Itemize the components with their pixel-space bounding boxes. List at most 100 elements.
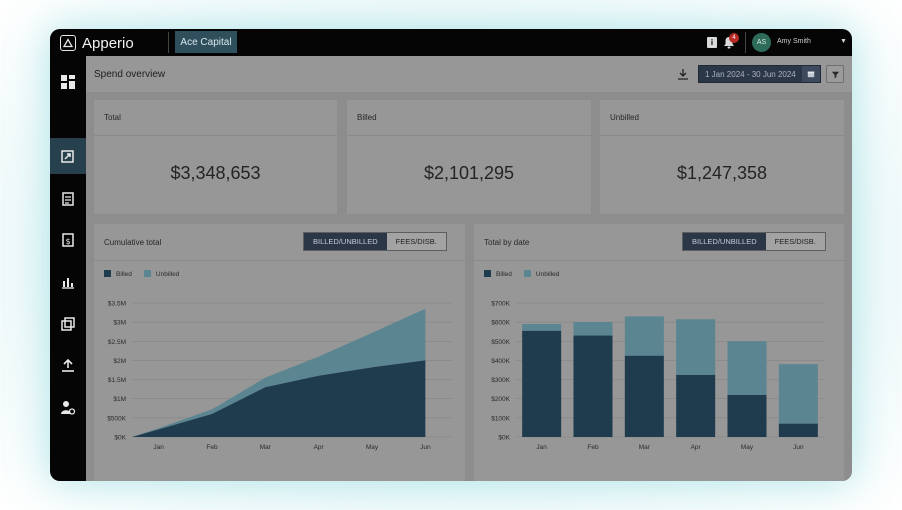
chevron-down-icon[interactable]: ▼ xyxy=(840,38,847,45)
x-tick-label: Feb xyxy=(587,444,599,451)
y-tick-label: $0K xyxy=(498,435,510,442)
x-tick-label: Mar xyxy=(639,444,651,451)
bar-billed xyxy=(778,423,818,437)
spend-icon xyxy=(61,150,74,163)
date-range-text: 1 Jan 2024 - 30 Jun 2024 xyxy=(705,69,796,79)
y-tick-label: $1M xyxy=(113,396,126,403)
toggle-billed-unbilled[interactable]: BILLED/UNBILLED xyxy=(304,233,387,250)
chart-view-toggle: BILLED/UNBILLED FEES/DISB. xyxy=(682,232,826,251)
sidebar-item-copy[interactable] xyxy=(50,306,86,342)
divider xyxy=(94,260,465,261)
bar-billed xyxy=(624,355,664,437)
download-icon[interactable] xyxy=(676,67,690,81)
area-unbilled xyxy=(132,308,426,437)
bar-unbilled xyxy=(778,364,818,424)
main-content: Spend overview 1 Jan 2024 - 30 Jun 2024 … xyxy=(86,56,852,481)
y-tick-label: $2.5M xyxy=(108,339,126,346)
bar-unbilled xyxy=(676,319,716,375)
svg-text:$: $ xyxy=(65,237,70,246)
chart-title: Total by date xyxy=(484,238,530,247)
user-settings-icon xyxy=(61,401,76,415)
calendar-icon[interactable] xyxy=(802,66,820,82)
card-value: $1,247,358 xyxy=(676,163,768,183)
sidebar-item-invoices[interactable]: $ xyxy=(50,222,86,258)
y-tick-label: $500K xyxy=(107,415,126,422)
filter-button[interactable] xyxy=(826,65,844,83)
toggle-fees-disb[interactable]: FEES/DISB. xyxy=(765,233,825,250)
card-value: $3,348,653 xyxy=(170,163,261,183)
sidebar-item-upload[interactable] xyxy=(50,347,86,383)
page-title: Spend overview xyxy=(94,69,166,80)
app-name: Apperio xyxy=(82,34,134,52)
sidebar-item-dashboard[interactable] xyxy=(50,64,86,100)
sidebar-item-user-settings[interactable] xyxy=(50,390,86,426)
y-tick-label: $100K xyxy=(491,415,510,422)
toggle-fees-disb[interactable]: FEES/DISB. xyxy=(386,233,446,250)
x-tick-label: May xyxy=(741,444,754,451)
toggle-billed-unbilled[interactable]: BILLED/UNBILLED xyxy=(683,233,766,250)
info-icon[interactable]: i xyxy=(707,37,717,48)
card-value: $2,101,295 xyxy=(423,163,515,183)
x-tick-label: Jan xyxy=(153,444,164,451)
divider xyxy=(745,32,746,53)
app-window: Apperio Ace Capital i 4 AS Amy Smith ▼ $ xyxy=(50,29,852,481)
bar-billed xyxy=(676,374,716,437)
x-tick-label: May xyxy=(366,444,379,451)
total-by-date-panel: Total by date BILLED/UNBILLED FEES/DISB.… xyxy=(474,224,844,481)
bar-unbilled xyxy=(573,322,613,336)
legend-item-billed[interactable]: Billed xyxy=(484,270,512,278)
x-tick-label: Jun xyxy=(420,444,431,451)
x-tick-label: Jan xyxy=(536,444,547,451)
page-header: Spend overview 1 Jan 2024 - 30 Jun 2024 xyxy=(86,56,852,92)
sidebar-item-spend[interactable] xyxy=(50,138,86,174)
documents-icon xyxy=(62,192,74,206)
legend-item-unbilled[interactable]: Unbilled xyxy=(143,270,179,278)
x-tick-label: Mar xyxy=(260,444,272,451)
cumulative-area-chart: $0K $500K $1M $1.5M $2M $2.5M $3M $3.5M Jan Feb Ma… xyxy=(107,301,452,451)
divider xyxy=(168,32,169,53)
y-tick-label: $3.5M xyxy=(108,301,126,308)
dashboard-icon xyxy=(61,75,75,89)
tenant-switcher[interactable]: Ace Capital xyxy=(175,31,237,53)
bar-unbilled xyxy=(727,341,767,395)
bar-billed xyxy=(522,330,562,437)
y-tick-label: $300K xyxy=(491,377,510,384)
bar-unbilled xyxy=(624,316,664,356)
cumulative-total-panel: Cumulative total BILLED/UNBILLED FEES/DI… xyxy=(94,224,465,481)
logo-icon xyxy=(60,35,76,51)
bar-billed xyxy=(727,394,767,437)
y-tick-label: $200K xyxy=(491,396,510,403)
bar-unbilled xyxy=(522,324,562,331)
card-label: Total xyxy=(104,113,121,122)
sidebar-item-documents[interactable] xyxy=(50,181,86,217)
x-tick-label: Apr xyxy=(314,444,325,451)
invoice-icon: $ xyxy=(62,233,74,247)
avatar[interactable]: AS xyxy=(752,33,771,52)
upload-icon xyxy=(62,358,74,372)
y-tick-label: $500K xyxy=(491,339,510,346)
sidebar-item-reports[interactable] xyxy=(50,264,86,300)
card-label: Unbilled xyxy=(610,113,639,122)
filter-icon xyxy=(831,71,839,78)
y-tick-label: $2M xyxy=(113,358,126,365)
summary-card-billed: Billed $2,101,295 xyxy=(347,100,591,214)
area-billed xyxy=(132,360,426,437)
chart-view-toggle: BILLED/UNBILLED FEES/DISB. xyxy=(303,232,447,251)
summary-card-total: Total $3,348,653 xyxy=(94,100,337,214)
y-tick-label: $3M xyxy=(113,320,126,327)
app-logo[interactable]: Apperio xyxy=(60,34,134,52)
chart-title: Cumulative total xyxy=(104,238,162,247)
legend-item-unbilled[interactable]: Unbilled xyxy=(523,270,559,278)
y-tick-label: $1.5M xyxy=(108,377,126,384)
notification-badge: 4 xyxy=(729,33,739,43)
bar-billed xyxy=(573,335,613,437)
date-range-picker[interactable]: 1 Jan 2024 - 30 Jun 2024 xyxy=(698,65,821,83)
divider xyxy=(94,135,337,136)
legend-item-billed[interactable]: Billed xyxy=(104,270,132,278)
divider xyxy=(600,135,844,136)
copy-icon xyxy=(61,317,75,331)
y-tick-label: $0K xyxy=(114,435,126,442)
total-by-date-bar-chart: $0K $100K $200K $300K $400K $500K $600K $700K Ja… xyxy=(491,301,824,451)
chart-legend: Billed Unbilled xyxy=(484,270,559,278)
user-name[interactable]: Amy Smith xyxy=(777,38,811,45)
